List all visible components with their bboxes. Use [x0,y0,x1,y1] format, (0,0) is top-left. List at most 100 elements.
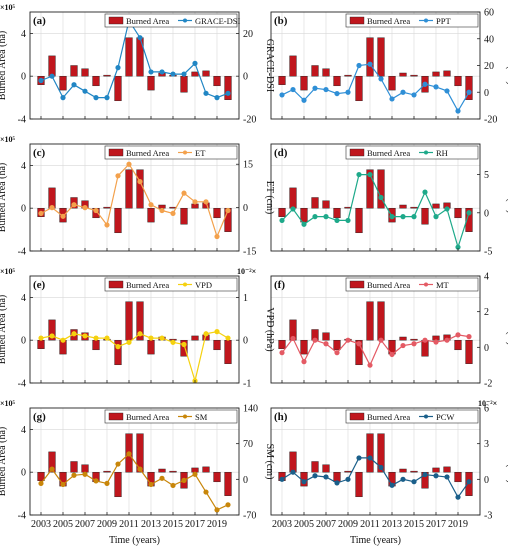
series-point [148,335,154,341]
burned-area-bar [278,207,286,217]
right-tick-label: 40 [484,34,494,45]
burned-area-bar [333,75,341,87]
series-line-ppt [281,63,470,113]
burned-area-bar [224,75,232,100]
series-point [466,479,472,485]
burned-area-bar [377,37,385,77]
burned-area-bar [48,319,56,341]
series-point [345,476,351,482]
series-point [444,474,450,480]
series-point [312,337,318,343]
panel-e: -4 0 4 -1 0 1 ×10⁵ 10⁻²× Burned Area (ha) VPD (hP… [0,267,275,390]
panel-f: -2 0 2 4 MT (K) (f) Burned Area MT [270,272,508,390]
left-exponent: ×10⁵ [0,399,16,408]
right-tick-label: 0 [484,88,489,99]
series-point [433,473,439,479]
right-tick-label: 0 [243,475,248,486]
left-exponent: ×10⁵ [0,3,16,12]
series-point [378,464,384,471]
right-tick-label: 0 [484,343,489,354]
series-point [71,472,77,478]
series-point [389,214,395,220]
legend-label-bar: Burned Area [367,148,410,158]
series-point [49,205,55,211]
legend-swatch-bar [108,148,124,157]
burned-area-bar [213,472,221,483]
left-axis-title: Burned Area (ha) [0,427,8,496]
series-point [159,207,165,214]
x-tick-label: 2017 [426,519,446,530]
series-line-sm [40,453,229,511]
series-point [356,171,362,178]
series-point [378,76,384,82]
series-point [422,81,428,87]
burned-area-bar [158,468,166,473]
burned-area-bar [169,470,177,473]
series-point [345,337,351,343]
plot-frame [270,143,481,252]
series-point [334,350,340,356]
panel-label: (c) [33,147,46,159]
right-exponent: 10⁻²× [237,267,256,276]
series-point [389,351,395,358]
series-point [279,350,285,356]
series-point [389,96,395,102]
series-point [323,474,329,480]
series-line-grace-dsi [40,19,229,99]
left-tick-label: 4 [21,293,26,304]
burned-area-bar [377,301,385,341]
right-tick-label: 6 [484,404,489,415]
legend-label-line: PCW [436,412,454,422]
series-point [466,89,472,95]
series-point [312,473,318,479]
burned-area-bar [213,75,221,87]
left-tick-label: 4 [21,425,26,436]
burned-area-bar [103,206,111,209]
burned-area-bar [81,464,89,473]
series-point [312,214,318,220]
left-exponent: ×10⁵ [0,267,16,276]
burned-area-bar [103,74,111,77]
series-point [104,95,110,101]
x-axis-title: Time (years) [109,535,160,546]
panel-h: -3 0 3 6 2003 2005 2007 2009 2011 2013 2015 2017 201… [270,399,508,530]
right-tick-label: -15 [243,247,256,258]
series-point [225,335,231,341]
legend-swatch-marker [183,18,187,23]
right-tick-label: -5 [484,247,492,258]
burned-area-bar [136,433,144,473]
legend-label-bar: Burned Area [126,280,169,290]
burned-area-bar [333,340,341,351]
series-point [433,214,439,220]
series-point [148,481,154,488]
burned-area-bar [432,467,440,473]
burned-area-bar [180,75,188,93]
series-point [148,69,154,75]
legend-swatch-bar [108,280,124,289]
series-point [214,507,220,513]
series-point [301,97,307,103]
burned-area-bar [125,301,133,341]
left-tick-label: -4 [18,115,26,126]
burned-area-bar [158,204,166,209]
legend-box [345,145,479,160]
right-tick-label: 70 [243,439,253,450]
right-axis-title: GRACE-DSI [264,39,275,92]
series-point [71,331,77,337]
left-axis-title: Burned Area (ha) [0,31,8,100]
burned-area-bar [432,71,440,77]
legend-swatch-marker [424,150,428,155]
right-tick-label: 5 [484,170,489,181]
burned-area-bar [191,203,199,209]
burned-area-bar [399,72,407,77]
burned-area-bar [454,75,462,87]
right-tick-label: -3 [484,511,492,522]
series-point [71,202,77,208]
legend-box [104,409,238,424]
right-tick-label: 0 [484,208,489,219]
series-point [422,471,428,478]
right-exponent: 10⁻²× [478,399,497,408]
legend-swatch-bar [349,412,365,421]
plot-frame [29,275,240,384]
